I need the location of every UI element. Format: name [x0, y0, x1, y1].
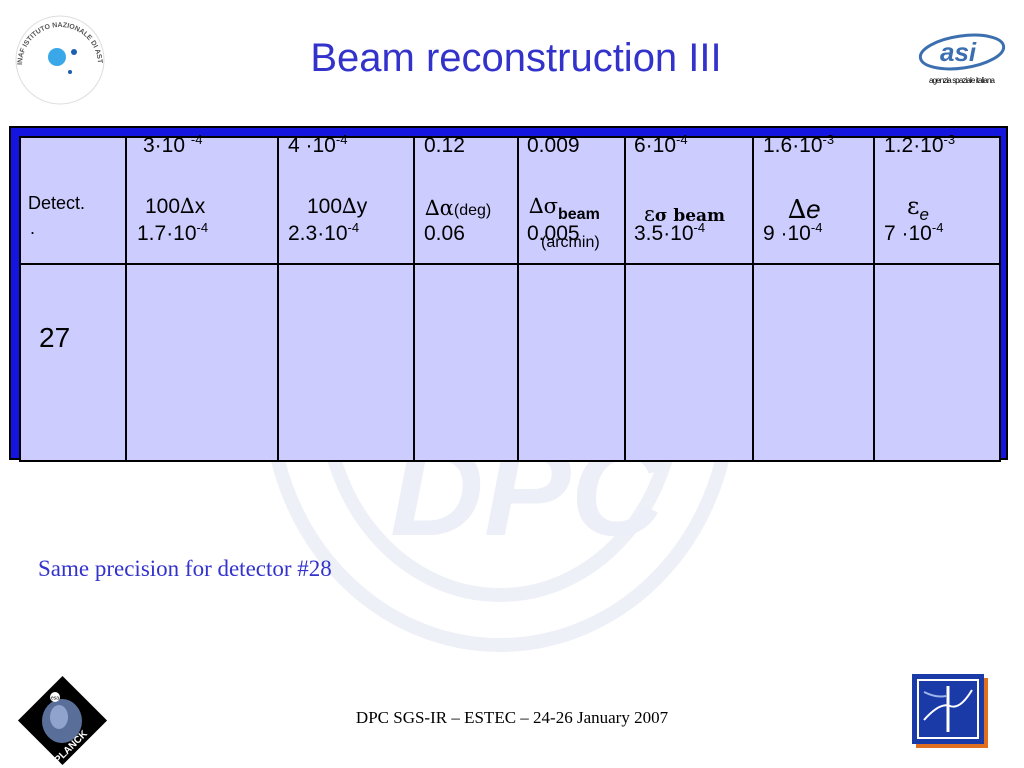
cell-dx	[125, 263, 279, 462]
cell-detector: 27	[19, 263, 127, 462]
value-dy-2: 2.3·10-4	[288, 220, 360, 245]
cell-de	[752, 263, 875, 462]
header-detect: Detect. .	[19, 136, 127, 265]
cell-dalpha	[413, 263, 519, 462]
value-dalpha-1: 0.12	[424, 134, 465, 157]
value-dx-2: 1.7·10-4	[137, 220, 209, 245]
esa-mark: esa	[51, 696, 59, 702]
header-dsigma-unit: (arcmin)	[541, 234, 600, 251]
header-detect-dot: .	[30, 218, 36, 238]
value-de-2: 9 ·10-4	[763, 220, 823, 245]
header-ee: εe	[873, 136, 1001, 265]
dpc-logo	[912, 674, 988, 748]
value-esigma-1: 6·10-4	[634, 132, 688, 157]
value-dy-1: 4 ·10-4	[288, 132, 348, 157]
value-ee-2: 7 ·10-4	[884, 220, 944, 245]
header-dalpha: ∆α(deg)	[413, 136, 519, 265]
header-esigma: εσ beam	[624, 136, 754, 265]
planck-logo: esa PLANCK	[17, 675, 108, 766]
detector-value: 27	[39, 322, 71, 353]
header-dsigma-label: ∆σbeam	[529, 194, 600, 223]
value-esigma-2: 3.5·10-4	[634, 220, 706, 245]
header-dalpha-label: ∆α(deg)	[425, 196, 492, 220]
value-dsigma-2: 0.005	[527, 222, 580, 245]
value-dx-1: 3·10 -4	[143, 132, 203, 157]
header-dx: 100∆x	[125, 136, 279, 265]
cell-dy	[277, 263, 415, 462]
value-ee-1: 1.2·10-3	[884, 132, 956, 157]
header-detect-label: Detect.	[28, 193, 86, 213]
slide-footer: DPC SGS-IR – ESTEC – 24-26 January 2007	[355, 708, 669, 727]
header-dy-label: 100∆y	[307, 194, 368, 218]
value-dalpha-2: 0.06	[424, 222, 465, 245]
header-dx-label: 100∆x	[145, 194, 206, 218]
header-de-label: ∆e	[788, 194, 821, 225]
asi-mark: asi	[940, 37, 977, 67]
asi-logo: asi agenzia spaziale italiana	[918, 33, 1006, 85]
header-esigma-label: εσ beam	[644, 202, 726, 226]
value-de-1: 1.6·10-3	[763, 132, 835, 157]
cell-esigma	[624, 263, 754, 462]
header-ee-label: εe	[907, 192, 929, 224]
cell-dsigma	[517, 263, 626, 462]
cell-ee	[873, 263, 1001, 462]
header-de: ∆e	[752, 136, 875, 265]
header-dsigma: ∆σbeam (arcmin)	[517, 136, 626, 265]
precision-note: Same precision for detector #28	[38, 556, 332, 581]
inaf-logo: INAF ISTITUTO NAZIONALE DI ASTROFISICA	[12, 10, 105, 105]
slide-title: Beam reconstruction III	[310, 36, 722, 80]
beam-table: Detect. . 100∆x 100∆y ∆α(deg) ∆σbeam (ar…	[19, 136, 1001, 462]
header-dy: 100∆y	[277, 136, 415, 265]
value-dsigma-1: 0.009	[527, 134, 580, 157]
asi-text: agenzia spaziale italiana	[929, 76, 996, 85]
